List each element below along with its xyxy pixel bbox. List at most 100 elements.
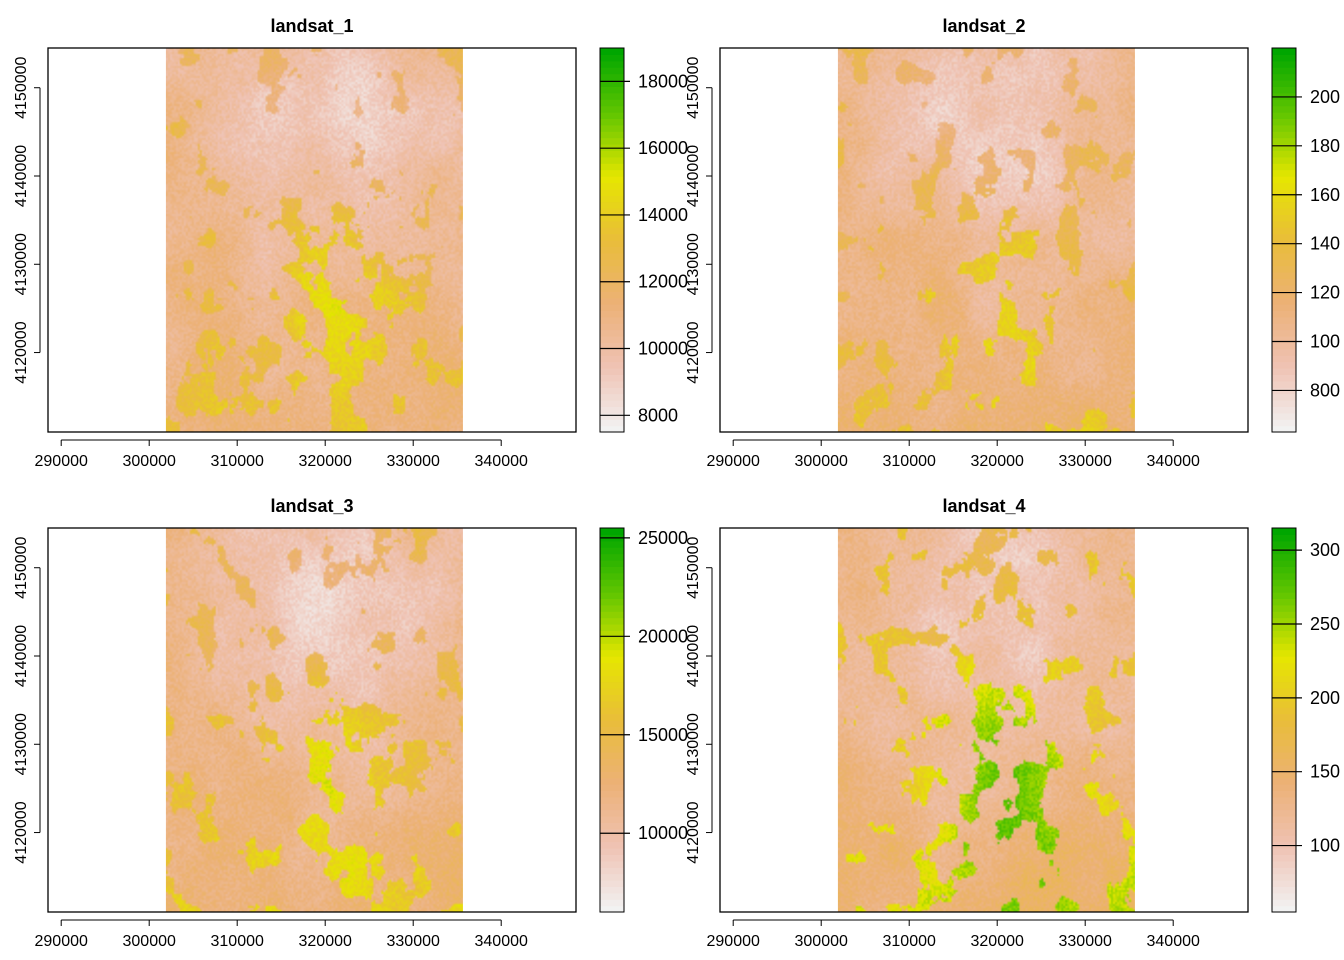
legend-color-step: [1272, 598, 1296, 606]
legend-color-step: [600, 156, 624, 164]
legend-color-step: [1272, 668, 1296, 676]
legend-frame: [599, 47, 625, 433]
legend-color-step: [600, 886, 624, 894]
legend-color-step: [1272, 604, 1296, 612]
legend-color-step: [600, 272, 624, 279]
legend-color-step: [600, 662, 624, 670]
legend-color-step: [600, 86, 624, 94]
legend-frame: [1271, 527, 1297, 913]
legend-color-step: [1272, 227, 1296, 235]
legend-color-step: [1272, 336, 1296, 343]
legend-color-step: [600, 848, 624, 855]
legend-color-step: [600, 240, 624, 247]
legend-color-step: [1272, 195, 1296, 203]
legend-color-step: [600, 592, 624, 599]
legend-color-step: [1272, 585, 1296, 593]
legend-color-step: [1272, 412, 1296, 420]
legend-color-step: [1272, 67, 1296, 75]
legend-color-step: [1272, 48, 1296, 55]
legend-color-step: [1272, 700, 1296, 708]
legend-color-step: [1272, 771, 1296, 779]
legend-tick-label: 200: [1310, 688, 1340, 708]
x-tick-label: 340000: [1147, 453, 1200, 470]
x-tick-label: 320000: [299, 933, 352, 950]
legend-color-step: [600, 572, 624, 580]
legend-color-step: [1272, 656, 1296, 663]
legend-color-step: [1272, 304, 1296, 311]
legend-color-step: [1272, 118, 1296, 126]
legend-color-step: [1272, 393, 1296, 401]
legend-color-step: [600, 585, 624, 593]
legend-color-step: [1272, 201, 1296, 209]
legend-color-step: [600, 822, 624, 830]
legend-color-step: [600, 854, 624, 862]
legend-color-step: [1272, 144, 1296, 151]
legend-color-step: [1272, 425, 1296, 433]
y-tick-label: 4130000: [685, 233, 702, 295]
legend-color-step: [600, 816, 624, 823]
legend-color-step: [600, 380, 624, 388]
legend-color-step: [1272, 528, 1296, 535]
legend-color-step: [1272, 131, 1296, 139]
legend-color-step: [600, 790, 624, 798]
legend-color-step: [600, 867, 624, 875]
legend-color-step: [600, 150, 624, 158]
legend-color-step: [1272, 592, 1296, 599]
legend-tick-label: 12000: [638, 272, 688, 292]
legend-color-step: [1272, 572, 1296, 580]
legend-tick-label: 800: [1310, 380, 1340, 400]
legend-color-step: [600, 726, 624, 734]
legend-color-step: [1272, 630, 1296, 638]
legend-tick-label: 16000: [638, 138, 688, 158]
legend-tick-label: 300: [1310, 540, 1340, 560]
legend-color-step: [1272, 803, 1296, 811]
legend-color-step: [600, 675, 624, 683]
legend-color-step: [600, 60, 624, 68]
legend-color-step: [1272, 169, 1296, 177]
legend-color-step: [600, 528, 624, 535]
legend-color-step: [600, 214, 624, 222]
legend-color-step: [600, 720, 624, 727]
x-tick-label: 290000: [707, 453, 760, 470]
legend-tick-label: 10000: [638, 823, 688, 843]
y-tick-label: 4150000: [685, 56, 702, 118]
legend-color-step: [1272, 361, 1296, 369]
legend-color-step: [1272, 265, 1296, 273]
legend-color-step: [1272, 707, 1296, 715]
legend-color-step: [1272, 720, 1296, 727]
legend-color-step: [1272, 137, 1296, 145]
x-tick-label: 290000: [35, 453, 88, 470]
x-tick-label: 330000: [1059, 453, 1112, 470]
legend-color-step: [600, 668, 624, 676]
legend-color-step: [1272, 745, 1296, 753]
legend-color-step: [600, 201, 624, 209]
legend-color-step: [1272, 73, 1296, 81]
raster-image: [165, 528, 463, 912]
legend-color-step: [600, 374, 624, 382]
legend-color-step: [600, 265, 624, 273]
legend-color-step: [1272, 188, 1296, 196]
legend-color-step: [600, 713, 624, 721]
legend-color-step: [600, 124, 624, 132]
panel-title: landsat_1: [270, 16, 353, 36]
legend-color-step: [1272, 540, 1296, 548]
panel-3: landsat_3 290000 300000 310000 320000 330000 3…: [13, 496, 688, 950]
legend-color-step: [1272, 860, 1296, 868]
y-tick-label: 4140000: [685, 145, 702, 207]
y-tick-label: 4130000: [13, 233, 30, 295]
legend-color-step: [1272, 176, 1296, 183]
legend-color-step: [600, 220, 624, 228]
legend-color-step: [1272, 380, 1296, 388]
legend-color-step: [600, 80, 624, 87]
legend-color-step: [1272, 374, 1296, 382]
legend-frame: [1271, 47, 1297, 433]
legend-color-step: [600, 323, 624, 331]
legend-color-step: [600, 304, 624, 311]
y-tick-label: 4130000: [13, 713, 30, 775]
x-tick-label: 300000: [795, 933, 848, 950]
legend-color-step: [1272, 579, 1296, 587]
legend-color-step: [1272, 553, 1296, 561]
legend-color-step: [1272, 406, 1296, 414]
x-tick-label: 300000: [123, 933, 176, 950]
legend-color-step: [600, 329, 624, 337]
